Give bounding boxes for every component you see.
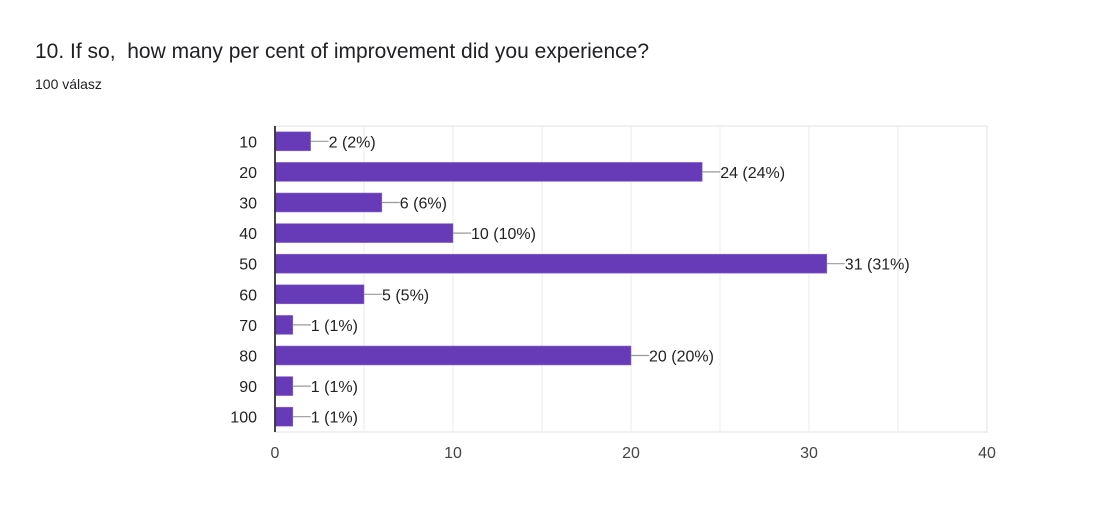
x-tick-label: 0 [271, 445, 280, 462]
bar [274, 131, 311, 152]
x-tick-label: 30 [800, 445, 818, 462]
category-label: 60 [239, 287, 257, 304]
bar [274, 223, 454, 243]
bar [274, 253, 828, 274]
bar [274, 345, 632, 366]
category-label: 80 [239, 349, 257, 366]
data-label: 20 (20%) [649, 349, 714, 366]
x-tick-label: 20 [622, 445, 640, 462]
category-label: 70 [239, 318, 257, 335]
category-label: 30 [239, 196, 257, 213]
category-label: 50 [239, 257, 257, 274]
category-label: 100 [230, 410, 257, 427]
data-label: 31 (31%) [845, 257, 910, 274]
data-label: 5 (5%) [382, 287, 429, 304]
data-label: 10 (10%) [471, 226, 536, 243]
x-tick-label: 10 [444, 445, 462, 462]
response-count: 100 válasz [35, 76, 102, 92]
category-label: 40 [239, 226, 257, 243]
bar [274, 162, 703, 182]
category-label: 90 [239, 379, 257, 396]
data-label: 6 (6%) [400, 196, 447, 213]
bar [274, 376, 294, 396]
question-title: 10. If so, how many per cent of improvem… [35, 40, 649, 63]
category-label: 20 [239, 165, 257, 182]
data-label: 1 (1%) [311, 410, 358, 427]
data-label: 1 (1%) [311, 379, 358, 396]
bar [274, 192, 383, 213]
bar [274, 284, 365, 305]
x-tick-label: 40 [978, 445, 996, 462]
category-label: 10 [239, 134, 257, 151]
data-label: 1 (1%) [311, 318, 358, 335]
data-label: 2 (2%) [329, 134, 376, 151]
data-label: 24 (24%) [720, 165, 785, 182]
bar [274, 315, 294, 335]
bar [274, 406, 294, 427]
